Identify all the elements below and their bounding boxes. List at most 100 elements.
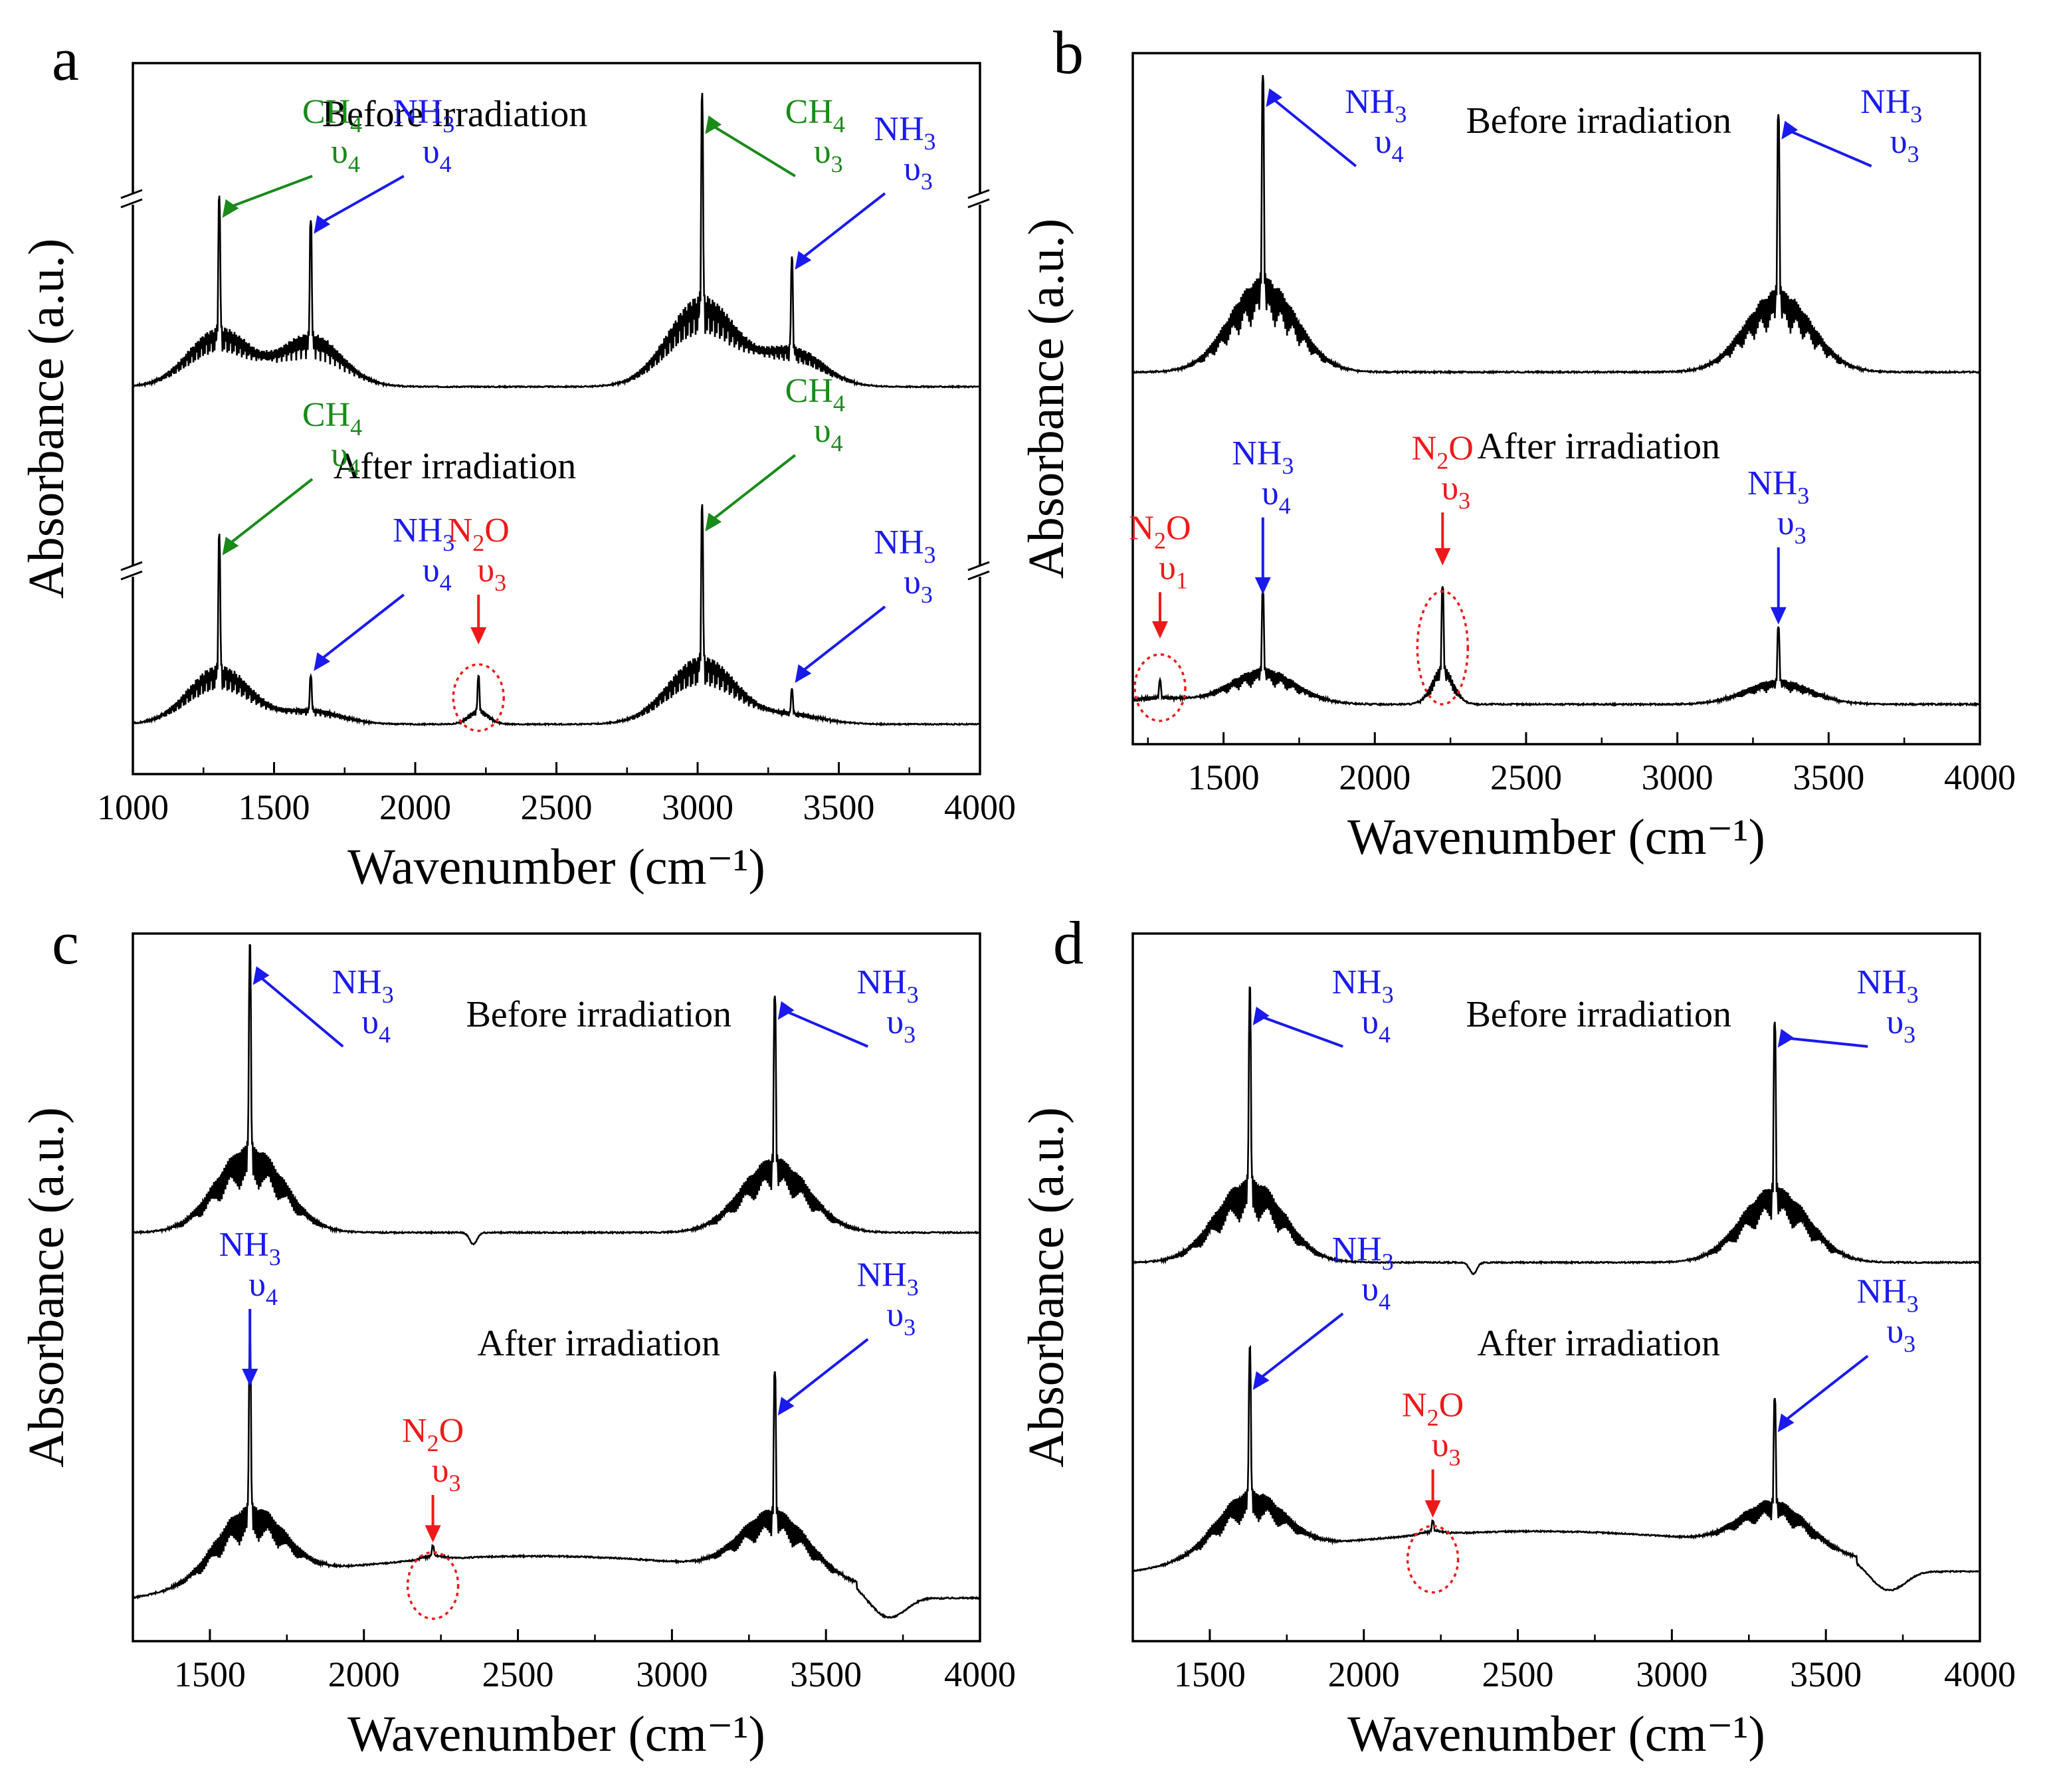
spectrum-line-after — [132, 1333, 981, 1619]
spectrum-line-after — [1132, 1345, 1981, 1591]
x-tick-label: 3000 — [1642, 757, 1713, 797]
panel-a: a 1000 1500 2000 2500 3000 3500 4000 Wavenumber … — [19, 25, 1016, 895]
arrow-head — [222, 536, 239, 555]
annotation-label: NH3 — [857, 963, 919, 1008]
spectrum-line-before — [1131, 75, 1981, 375]
x-tick-label: 2500 — [1482, 1654, 1554, 1694]
annotation-mode: υ4 — [331, 133, 360, 177]
annotation-label: CH4 — [785, 372, 845, 417]
annotation-mode: υ3 — [1432, 1427, 1461, 1471]
annotation-label: NH3 — [857, 1256, 919, 1301]
axis-break-mark — [120, 561, 143, 571]
annotation-mode: υ4 — [361, 1003, 391, 1048]
annotation-mode: υ4 — [814, 412, 843, 456]
arrow-head — [705, 512, 722, 532]
annotation-arrow — [1270, 96, 1357, 167]
annotation-arrow — [318, 593, 405, 662]
arrow-head — [470, 627, 487, 645]
x-tick-label: 4000 — [1944, 757, 2016, 797]
trace-label: Before irradiation — [1466, 100, 1731, 142]
annotation-arrow — [709, 123, 796, 177]
annotation-arrow — [782, 1009, 869, 1048]
arrow-head — [777, 1397, 795, 1416]
x-tick-label: 4000 — [944, 1654, 1016, 1694]
arrow-head — [314, 652, 331, 671]
highlight-circle — [1406, 1524, 1460, 1594]
x-tick-label: 2000 — [1328, 1654, 1400, 1694]
annotation-label: CH4 — [302, 93, 362, 138]
annotation-mode: υ3 — [886, 1296, 916, 1341]
plot-frame — [1131, 932, 1981, 1643]
highlight-circle — [1416, 590, 1470, 706]
x-tick-label: 3000 — [636, 1654, 708, 1694]
axis-break-mark — [120, 198, 143, 209]
annotation-mode: υ3 — [904, 563, 933, 608]
annotation-label: NH3 — [1232, 435, 1294, 479]
x-tick-label: 2000 — [379, 787, 451, 827]
arrow-head — [1266, 88, 1283, 108]
annotation-label: N2O — [1129, 509, 1191, 553]
trace-label: After irradiation — [478, 1323, 720, 1364]
spectrum-line-before — [1132, 986, 1981, 1276]
annotation-label: NH3 — [874, 524, 935, 568]
panel-b: b 1500 2000 2500 3000 3500 4000 Wavenumber (cm⁻… — [1019, 19, 2016, 865]
plot-frame — [1131, 52, 1981, 746]
annotation-arrow — [1256, 1312, 1344, 1381]
arrow-head — [1252, 1006, 1270, 1026]
highlight-circle — [452, 663, 505, 732]
x-tick-label: 1500 — [1188, 757, 1260, 797]
panel-letter: a — [52, 25, 79, 93]
annotation-label: NH3 — [219, 1226, 281, 1270]
x-tick-label: 2000 — [1339, 757, 1411, 797]
annotation-mode: υ4 — [423, 133, 452, 177]
trace-label: After irradiation — [1478, 1323, 1720, 1364]
annotation-label: N2O — [402, 1412, 464, 1456]
arrow-head — [1777, 1029, 1795, 1048]
arrow-head — [1434, 548, 1451, 565]
annotation-mode: υ4 — [1375, 123, 1404, 167]
x-tick-label: 3500 — [1793, 757, 1864, 797]
annotation-arrow — [1785, 128, 1872, 167]
annotation-mode: υ3 — [1777, 504, 1806, 549]
trace-label: Before irradiation — [466, 994, 731, 1035]
annotation-label: NH3 — [1857, 1273, 1919, 1318]
arrow-head — [242, 1369, 258, 1386]
annotation-mode: υ3 — [1890, 123, 1919, 167]
plot-frame — [132, 932, 981, 1643]
annotation-mode: υ1 — [1159, 549, 1188, 593]
arrow-head — [252, 966, 270, 985]
x-tick-label: 3000 — [662, 787, 733, 827]
arrow-head — [314, 215, 331, 234]
annotation-label: N2O — [1412, 429, 1474, 474]
axis-break-mark — [967, 198, 990, 209]
annotation-mode: υ4 — [423, 551, 452, 596]
spectrum-line-after — [1131, 586, 1981, 708]
annotation-arrow — [1257, 1014, 1343, 1048]
annotation-label: NH3 — [1332, 963, 1394, 1008]
trace-label: After irradiation — [1478, 426, 1720, 467]
panel-letter: b — [1053, 19, 1084, 86]
annotation-label: NH3 — [1747, 464, 1809, 509]
arrow-head — [222, 199, 239, 218]
axis-break-mark — [120, 189, 143, 199]
arrow-head — [1151, 621, 1168, 639]
x-tick-label: 2000 — [328, 1654, 400, 1694]
x-axis-label: Wavenumber (cm⁻¹) — [347, 1706, 765, 1762]
annotation-mode: υ4 — [1262, 474, 1291, 519]
x-tick-label: 4000 — [1944, 1654, 2016, 1694]
annotation-mode: υ3 — [886, 1003, 916, 1048]
axis-break-mark — [967, 561, 990, 571]
arrow-head — [795, 664, 812, 683]
arrow-head — [1770, 607, 1787, 625]
x-axis-label: Wavenumber (cm⁻¹) — [1347, 809, 1765, 865]
panel-d: d 1500 2000 2500 3000 3500 4000 Wavenumber (cm⁻… — [1019, 909, 2016, 1762]
axis-break-mark — [967, 189, 990, 199]
y-axis-label: Absorbance (a.u.) — [1019, 219, 1074, 579]
annotation-arrow — [1783, 1036, 1868, 1048]
x-tick-label: 1500 — [174, 1654, 246, 1694]
x-tick-label: 1000 — [97, 787, 169, 827]
annotation-label: NH3 — [1345, 83, 1407, 128]
annotation-arrow — [226, 478, 314, 547]
annotation-mode: υ3 — [477, 551, 506, 596]
